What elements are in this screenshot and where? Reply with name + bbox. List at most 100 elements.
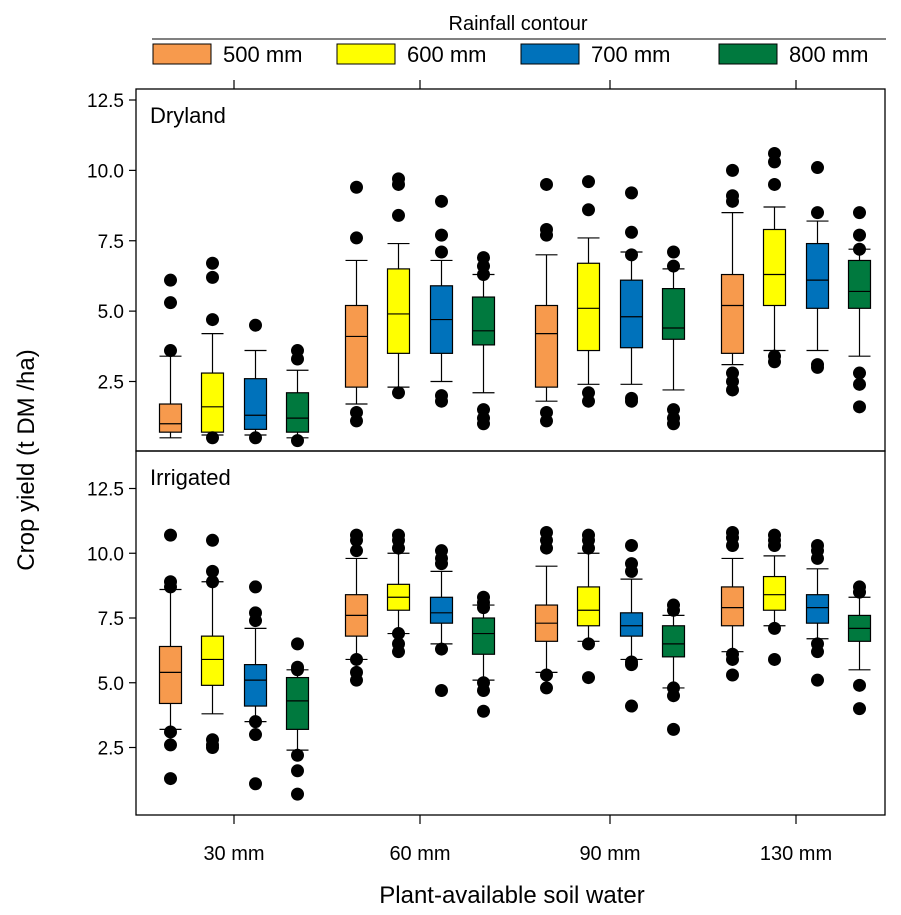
outlier-point: [667, 245, 680, 259]
outlier-point: [667, 417, 680, 431]
outlier-point: [768, 355, 781, 369]
panel-plot-area: [158, 146, 872, 448]
box-90mm-500mm: [534, 177, 559, 428]
box-body: [344, 304, 369, 388]
outlier-point: [350, 180, 363, 194]
outlier-point: [435, 394, 448, 408]
outlier-point: [350, 673, 363, 687]
outlier-point: [582, 637, 595, 651]
outlier-point: [206, 431, 219, 445]
legend-label: 600 mm: [407, 42, 486, 67]
outlier-point: [811, 645, 824, 659]
outlier-point: [726, 194, 739, 208]
outlier-point: [350, 652, 363, 666]
outlier-point: [291, 748, 304, 762]
box-30mm-800mm: [285, 637, 310, 801]
outlier-point: [540, 681, 553, 695]
box-30mm-500mm: [158, 273, 183, 439]
outlier-point: [582, 203, 595, 217]
box-body: [200, 635, 225, 686]
outlier-point: [164, 725, 177, 739]
box-90mm-600mm: [576, 175, 601, 408]
legend-label: 800 mm: [789, 42, 868, 67]
outlier-point: [392, 177, 405, 191]
outlier-point: [540, 228, 553, 242]
outlier-point: [582, 541, 595, 555]
box-130mm-700mm: [805, 538, 830, 687]
outlier-point: [249, 318, 262, 332]
box-body: [471, 296, 496, 346]
box-body: [619, 279, 644, 349]
box-body: [619, 612, 644, 637]
box-60mm-600mm: [386, 528, 411, 659]
outlier-point: [291, 352, 304, 366]
x-tick-label: 90 mm: [579, 843, 640, 865]
box-30mm-700mm: [243, 318, 268, 445]
box-90mm-800mm: [661, 598, 686, 736]
box-130mm-700mm: [805, 161, 830, 374]
outlier-point: [625, 186, 638, 200]
outlier-point: [350, 544, 363, 558]
outlier-point: [811, 551, 824, 565]
box-body: [243, 378, 268, 430]
box-130mm-600mm: [762, 528, 787, 666]
outlier-point: [726, 163, 739, 177]
outlier-point: [582, 671, 595, 685]
outlier-point: [291, 434, 304, 448]
box-body: [429, 596, 454, 624]
y-axis-label: Crop yield (t DM /ha): [13, 349, 40, 570]
outlier-point: [811, 161, 824, 175]
legend-swatch: [718, 43, 778, 65]
outlier-point: [435, 245, 448, 259]
legend-title: Rainfall contour: [449, 13, 588, 35]
box-30mm-500mm: [158, 528, 183, 786]
outlier-point: [392, 208, 405, 222]
box-90mm-800mm: [661, 245, 686, 431]
box-body: [158, 403, 183, 433]
outlier-point: [726, 652, 739, 666]
outlier-point: [392, 627, 405, 641]
outlier-point: [582, 394, 595, 408]
outlier-point: [206, 564, 219, 578]
box-body: [805, 594, 830, 624]
box-body: [158, 645, 183, 705]
outlier-point: [768, 621, 781, 635]
outlier-point: [164, 344, 177, 358]
box-body: [200, 372, 225, 433]
outlier-point: [768, 177, 781, 191]
outlier-point: [540, 668, 553, 682]
outlier-point: [206, 256, 219, 270]
box-body: [762, 575, 787, 611]
box-body: [762, 228, 787, 307]
x-tick-label: 60 mm: [389, 843, 450, 865]
panel-label: Dryland: [150, 103, 226, 128]
outlier-point: [625, 394, 638, 408]
outlier-point: [206, 741, 219, 754]
outlier-point: [435, 557, 448, 571]
box-body: [576, 586, 601, 627]
box-90mm-700mm: [619, 186, 644, 408]
legend-swatch: [520, 43, 580, 65]
outlier-point: [291, 637, 304, 651]
legend-label: 700 mm: [591, 42, 670, 67]
outlier-point: [392, 645, 405, 659]
x-axis-label: Plant-available soil water: [379, 882, 644, 909]
box-30mm-700mm: [243, 580, 268, 791]
outlier-point: [625, 538, 638, 552]
box-body: [243, 664, 268, 707]
outlier-point: [249, 431, 262, 445]
y-tick-label: 12.5: [87, 480, 124, 501]
box-90mm-700mm: [619, 538, 644, 713]
box-body: [805, 242, 830, 309]
outlier-point: [853, 377, 866, 391]
outlier-point: [853, 366, 866, 380]
outlier-point: [477, 268, 490, 282]
outlier-point: [477, 684, 490, 698]
y-tick-label: 12.5: [87, 91, 124, 112]
outlier-point: [206, 533, 219, 547]
outlier-point: [853, 228, 866, 242]
outlier-point: [726, 383, 739, 397]
outlier-point: [206, 270, 219, 284]
outlier-point: [206, 575, 219, 589]
